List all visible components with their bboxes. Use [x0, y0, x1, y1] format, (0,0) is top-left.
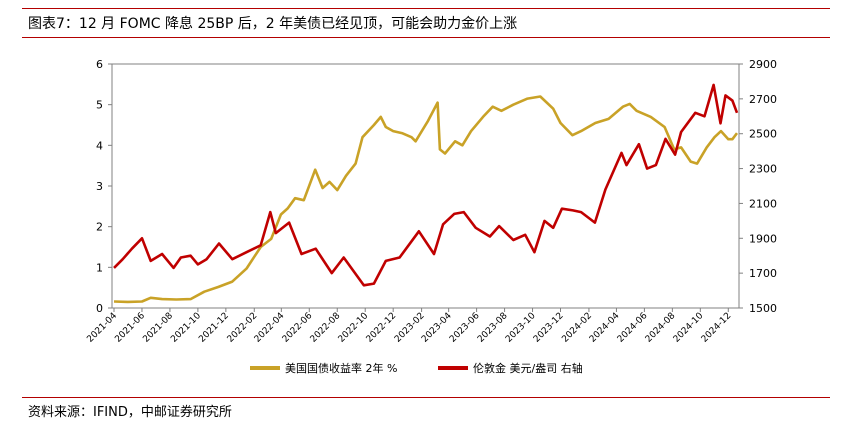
legend-label-yield: 美国国债收益率 2年 %: [285, 361, 397, 375]
figure-source: 资料来源：IFIND，中邮证券研究所: [28, 405, 232, 420]
plot-frame: [111, 63, 740, 309]
right-tick-label: 2700: [749, 93, 777, 106]
yield-series-line: [113, 95, 739, 304]
x-axis-ticks: 2021-042021-062021-082021-102021-122022-…: [85, 308, 733, 345]
right-tick-label: 2300: [749, 163, 777, 176]
left-tick-label: 5: [96, 99, 103, 112]
x-tick-label: 2021-12: [197, 311, 231, 345]
right-tick-label: 2500: [749, 128, 777, 141]
legend-label-gold: 伦敦金 美元/盎司 右轴: [473, 361, 583, 375]
right-tick-label: 1500: [749, 302, 777, 315]
left-tick-label: 0: [96, 302, 103, 315]
top-rule: [22, 8, 830, 9]
source-rule: [22, 397, 830, 398]
series-layer: [113, 83, 739, 304]
left-tick-label: 3: [96, 180, 103, 193]
gold-series-line: [113, 83, 739, 287]
left-axis-ticks: 0 1 2 3 4 5 6: [96, 58, 112, 315]
figure-title: 图表7：12 月 FOMC 降息 25BP 后，2 年美债已经见顶，可能会助力金…: [28, 16, 518, 32]
x-tick-label: 2022-12: [365, 311, 399, 345]
right-tick-label: 1900: [749, 232, 777, 245]
right-tick-label: 2900: [749, 58, 777, 71]
x-tick-label: 2023-12: [532, 311, 566, 345]
left-tick-label: 4: [96, 139, 103, 152]
x-tick-label: 2024-12: [700, 311, 734, 345]
right-tick-label: 2100: [749, 197, 777, 210]
right-tick-label: 1700: [749, 267, 777, 280]
left-tick-label: 6: [96, 58, 103, 71]
title-rule: [22, 37, 830, 38]
left-tick-label: 1: [96, 261, 103, 274]
legend: 美国国债收益率 2年 % 伦敦金 美元/盎司 右轴: [250, 361, 583, 375]
dual-axis-line-chart: 0 1 2 3 4 5 6 1500 1700 1900 2100 2300 2500 2700 2900…: [85, 58, 777, 375]
right-axis-ticks: 1500 1700 1900 2100 2300 2500 2700 2900: [739, 58, 777, 315]
left-tick-label: 2: [96, 221, 103, 234]
